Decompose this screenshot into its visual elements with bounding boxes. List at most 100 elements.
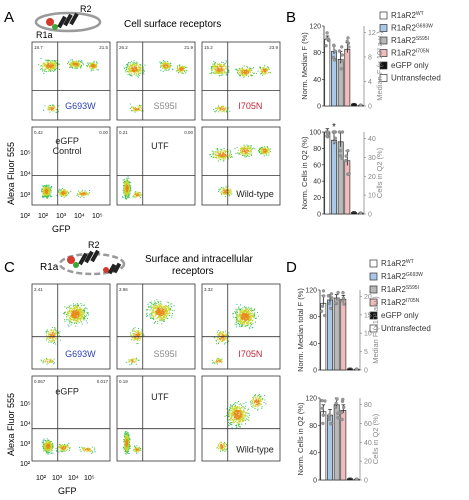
replicate-point (321, 294, 326, 298)
ytick-a-1: 10³ (20, 192, 31, 199)
quadrant-value: 0.42 (34, 130, 43, 135)
y2tick-label: 30 (368, 155, 376, 162)
ytick-c-0: 10² (20, 461, 31, 468)
replicate-point (338, 154, 343, 158)
bar-s595i (333, 404, 340, 481)
flow-plot-g693w: 18.7 21.5 G693W (31, 41, 111, 121)
flow-grid-c: 2.41 G693W 3.96 S595I 3.32 I705N 0.067 0.017 eGF… (31, 283, 281, 462)
replicate-point (336, 411, 340, 415)
ytick-label: 120 (305, 288, 317, 295)
bar-wt (324, 131, 331, 215)
panel-letter-d: D (286, 259, 297, 276)
panel-c-yticks: 10² 10³ 10⁴ 10⁵ (20, 401, 31, 468)
panel-a-xaxis-label: GFP (52, 224, 71, 234)
flow-plot-i705n: 3.32 I705N (201, 283, 281, 370)
schematic-a-r1a: R1a (36, 30, 53, 40)
quadrant-value: 2.41 (34, 287, 43, 292)
panel-a-xticks: 10² 10³ 10⁴ 10⁵ (38, 213, 103, 220)
ytick-label: 80 (313, 50, 321, 57)
flow-plot-label: G693W (65, 101, 96, 111)
flow-plot-label: I705N (238, 349, 262, 359)
panel-c-title-2: receptors (172, 266, 214, 277)
y2tick-label: 20 (364, 459, 372, 466)
replicate-point (335, 397, 339, 401)
ytick-label: 120 (309, 24, 321, 31)
replicate-point (340, 410, 344, 415)
bar-i705n (344, 160, 351, 215)
y2tick-label: 0 (368, 212, 372, 219)
replicate-point (341, 296, 346, 300)
bar-s595i (333, 297, 340, 371)
panel-a-yticks: 10² 10³ 10⁴ 10⁵ (20, 150, 31, 220)
legend-swatch (379, 74, 388, 82)
ytick-label: 120 (305, 396, 317, 403)
replicate-point (329, 292, 334, 296)
replicate-point (325, 31, 329, 35)
y2tick-label: 20 (368, 174, 376, 181)
panel-c-xticks: 10² 10³ 10⁴ 10⁵ (36, 475, 95, 482)
replicate-point (340, 417, 344, 422)
replicate-point (321, 421, 325, 426)
replicate-point (340, 130, 345, 134)
flow-plot-s595i: 3.96 S595I (116, 283, 196, 370)
y2tick-label: 80 (364, 402, 372, 409)
replicate-point (340, 58, 344, 63)
bar-wt (320, 302, 327, 371)
y2tick-label: 20 (364, 294, 372, 301)
replicate-point (340, 299, 345, 303)
xtick-c-0: 10² (36, 475, 47, 482)
legend-swatch (369, 298, 378, 307)
quadrant-value: 3.32 (204, 287, 213, 292)
replicate-point (341, 290, 345, 295)
replicate-point (327, 301, 331, 306)
bar-wt (324, 38, 331, 107)
y2tick-label: 40 (368, 136, 376, 143)
chart-y2label: Cells in Q2 (%) (371, 413, 380, 464)
legend-swatch (379, 11, 388, 20)
ytick-label: 40 (313, 77, 321, 84)
replicate-point (340, 399, 345, 404)
ytick-label: 40 (313, 179, 321, 186)
panel-letter-a: A (4, 9, 14, 26)
legend-b: R1aR2WT R1aR2G693W R1aR2S595I R1aR2I705N eGF… (379, 11, 441, 83)
legend-swatch (369, 259, 378, 268)
quadrant-value: 21.5 (99, 45, 108, 50)
replicate-point (342, 302, 346, 306)
legend-label: R1aR2G693W (381, 272, 423, 281)
legend-label: eGFP only (381, 311, 419, 320)
xtick-c-1: 10³ (52, 475, 63, 482)
legend-label: R1aR2S595I (381, 285, 419, 294)
xtick-a-3: 10⁵ (92, 213, 103, 220)
y2tick-label: 0 (364, 368, 368, 375)
legend-label: Untransfected (381, 324, 431, 333)
quadrant-value: 3.96 (119, 287, 128, 292)
y2tick-label: 5 (364, 349, 368, 356)
replicate-point (332, 130, 337, 134)
flow-plot-label: S595I (154, 101, 178, 111)
legend-swatch (369, 272, 378, 281)
quadrant-value: 0.067 (34, 379, 46, 384)
replicate-point (340, 53, 344, 57)
quadrant-value: 26.2 (119, 45, 128, 50)
quadrant-value: 0.00 (184, 130, 193, 135)
chart-ylabel: Norm. Median total F (%) (296, 288, 305, 372)
legend-label: R1aR2I705N (381, 298, 420, 307)
flow-plot-label: I705N (238, 101, 262, 111)
replicate-point (323, 313, 327, 318)
ytick-c-1: 10³ (20, 441, 31, 448)
y2tick-label: 60 (364, 421, 372, 428)
ytick-label: 80 (309, 423, 317, 430)
replicate-point (344, 154, 348, 158)
replicate-point (329, 306, 333, 311)
y2tick-label: 15 (364, 312, 372, 319)
replicate-point (329, 422, 333, 426)
chart-y2label: Median F (x 10³ a.u.) (375, 31, 384, 101)
y2tick-label: 10 (368, 193, 376, 200)
replicate-point (333, 136, 338, 140)
replicate-point (344, 158, 348, 163)
legend-label: R1aR2I705N (391, 49, 430, 58)
bar-i705n (344, 48, 351, 107)
replicate-point (337, 130, 342, 134)
flow-plot-label: UTF (151, 141, 169, 151)
